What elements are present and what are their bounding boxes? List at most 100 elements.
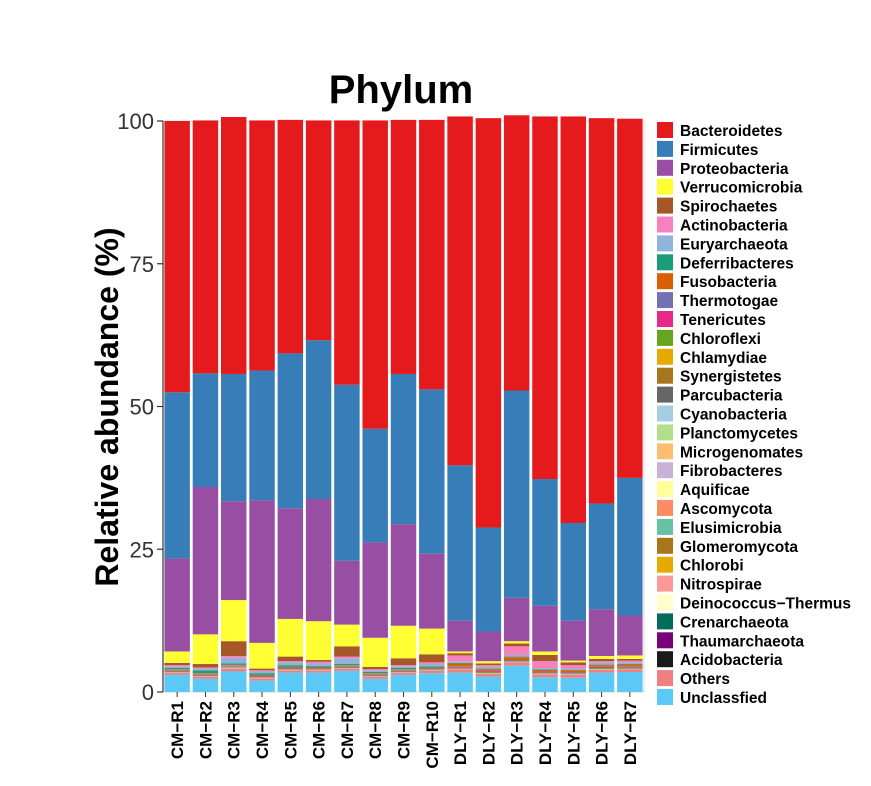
bar-segment-spirochaetes-cm-r2: [192, 664, 219, 668]
bar-segment-tenericutes-dly-r4: [532, 672, 558, 673]
bar-segment-others-cm-r6: [305, 670, 332, 673]
bar-segment-others-dly-r1: [447, 669, 473, 673]
legend-item-euryarchaeota: Euryarchaeota: [657, 235, 788, 253]
bar-segment-tenericutes-dly-r1: [447, 666, 473, 668]
legend-swatch: [657, 556, 673, 573]
bar-segment-cyanobacteria-cm-r10: [419, 670, 445, 671]
bar-segment-others-dly-r7: [617, 669, 643, 673]
bar-segment-tenericutes-dly-r3: [503, 660, 530, 662]
bar-segment-synergistetes-dly-r7: [617, 668, 643, 669]
legend-swatch: [657, 140, 673, 157]
bar-segment-bacteroidetes-dly-r7: [617, 118, 643, 478]
bar-segment-tenericutes-cm-r8: [362, 674, 388, 675]
x-tick-label: CM−R7: [338, 701, 357, 759]
bar-segment-tenericutes-cm-r9: [390, 670, 417, 671]
bar-segment-synergistetes-dly-r6: [588, 668, 615, 670]
legend-swatch: [657, 159, 673, 176]
legend-swatch: [657, 235, 673, 252]
bar-segment-cyanobacteria-dly-r7: [617, 668, 643, 670]
bar-segment-actinobacteria-dly-r6: [588, 661, 615, 663]
legend-item-thermotogae: Thermotogae: [657, 292, 779, 310]
bar-segment-proteobacteria-cm-r7: [334, 560, 360, 625]
legend-swatch: [657, 500, 673, 516]
bar-segment-euryarchaeota-dly-r5: [560, 668, 586, 670]
x-tick-label: CM−R6: [310, 701, 329, 759]
bar-segment-euryarchaeota-cm-r9: [390, 666, 417, 669]
bar-segment-unclassfied-dly-r6: [588, 672, 615, 692]
bar-segment-spirochaetes-dly-r5: [560, 662, 586, 666]
bar-segment-actinobacteria-cm-r7: [334, 656, 360, 659]
legend-swatch: [657, 292, 673, 309]
bar-segment-euryarchaeota-cm-r3: [221, 657, 247, 664]
bar-segment-verrucomicrobia-cm-r3: [221, 600, 247, 642]
bar-segment-euryarchaeota-dly-r7: [617, 662, 643, 665]
bar-segment-proteobacteria-dly-r7: [617, 615, 643, 656]
bar-segment-synergistetes-cm-r7: [334, 667, 360, 669]
bar-segment-fusobacteria-cm-r5: [277, 666, 304, 668]
legend-label: Chloroflexi: [680, 331, 761, 348]
legend-label: Chlamydiae: [680, 350, 767, 367]
bar-segment-bacteroidetes-cm-r1: [164, 121, 190, 393]
legend-swatch: [657, 424, 673, 441]
y-axis: 0 25 50 75 100: [117, 109, 164, 705]
legend-swatch: [657, 405, 673, 422]
bar-segment-deferribacteres-cm-r1: [164, 668, 190, 670]
bar-segment-bacteroidetes-cm-r4: [249, 120, 275, 371]
legend-item-aquificae: Aquificae: [657, 481, 750, 499]
bar-segment-bacteroidetes-dly-r5: [560, 116, 586, 523]
bar-segment-fusobacteria-cm-r2: [192, 673, 219, 674]
legend-label: Ascomycota: [680, 501, 773, 518]
bar-segment-others-cm-r7: [334, 668, 360, 671]
bar-segment-spirochaetes-cm-r10: [419, 654, 445, 663]
bar-segment-synergistetes-cm-r10: [419, 669, 445, 671]
bar-segment-fusobacteria-cm-r8: [362, 673, 388, 674]
legend-label: Bacteroidetes: [680, 123, 783, 140]
x-tick-label: CM−R10: [423, 701, 442, 769]
legend-item-chlamydiae: Chlamydiae: [657, 348, 767, 367]
bar-segment-spirochaetes-dly-r1: [447, 653, 473, 656]
legend-label: Euryarchaeota: [680, 236, 788, 253]
bar-segment-proteobacteria-cm-r10: [419, 553, 445, 629]
bar-segment-deferribacteres-dly-r1: [447, 662, 473, 664]
bar-segment-actinobacteria-cm-r10: [419, 662, 445, 665]
bar-segment-euryarchaeota-cm-r1: [164, 666, 190, 669]
x-tick-label: CM−R4: [253, 700, 272, 759]
legend-swatch: [657, 311, 673, 327]
legend-label: Thermotogae: [680, 293, 779, 310]
legend-label: Parcubacteria: [680, 388, 783, 405]
bar-segment-thermotogae-dly-r3: [503, 660, 530, 661]
bar-segment-thermotogae-dly-r5: [560, 672, 586, 673]
bar-segment-chloroflexi-cm-r1: [164, 670, 190, 672]
x-tick-label: CM−R5: [281, 701, 300, 759]
bar-segment-others-dly-r4: [532, 674, 558, 678]
bar-segment-deferribacteres-cm-r8: [362, 672, 388, 674]
bar-segment-euryarchaeota-cm-r5: [277, 662, 304, 666]
bar-dly-r7: [617, 118, 643, 692]
bar-segment-unclassfied-cm-r10: [419, 673, 445, 692]
legend-item-spirochaetes: Spirochaetes: [657, 197, 777, 216]
bar-segment-synergistetes-cm-r1: [164, 671, 190, 673]
legend-label: Planctomycetes: [680, 425, 798, 442]
legend-item-firmicutes: Firmicutes: [657, 140, 758, 159]
legend-label: Aquificae: [680, 482, 750, 499]
legend-item-chlorobi: Chlorobi: [657, 556, 744, 575]
bar-segment-thermotogae-dly-r7: [617, 666, 643, 667]
bar-segment-cyanobacteria-cm-r7: [334, 668, 360, 669]
bar-segment-fusobacteria-dly-r7: [617, 664, 643, 667]
bar-dly-r1: [447, 116, 473, 692]
legend-item-crenarchaeota: Crenarchaeota: [657, 613, 789, 631]
bar-segment-actinobacteria-cm-r8: [362, 669, 388, 671]
legend-label: Thaumarchaeota: [680, 633, 804, 650]
bar-segment-fusobacteria-cm-r7: [334, 665, 360, 666]
legend-swatch: [657, 348, 673, 365]
legend-item-others: Others: [657, 670, 730, 688]
bar-segment-tenericutes-cm-r2: [192, 674, 219, 675]
bar-segment-bacteroidetes-dly-r4: [532, 116, 558, 480]
bar-segment-chloroflexi-cm-r5: [277, 668, 304, 670]
bar-segment-tenericutes-cm-r10: [419, 668, 445, 670]
legend-label: Actinobacteria: [680, 218, 788, 235]
legend-swatch: [657, 462, 673, 479]
bar-segment-synergistetes-cm-r6: [305, 669, 332, 670]
x-tick-label: DLY−R5: [564, 701, 583, 765]
